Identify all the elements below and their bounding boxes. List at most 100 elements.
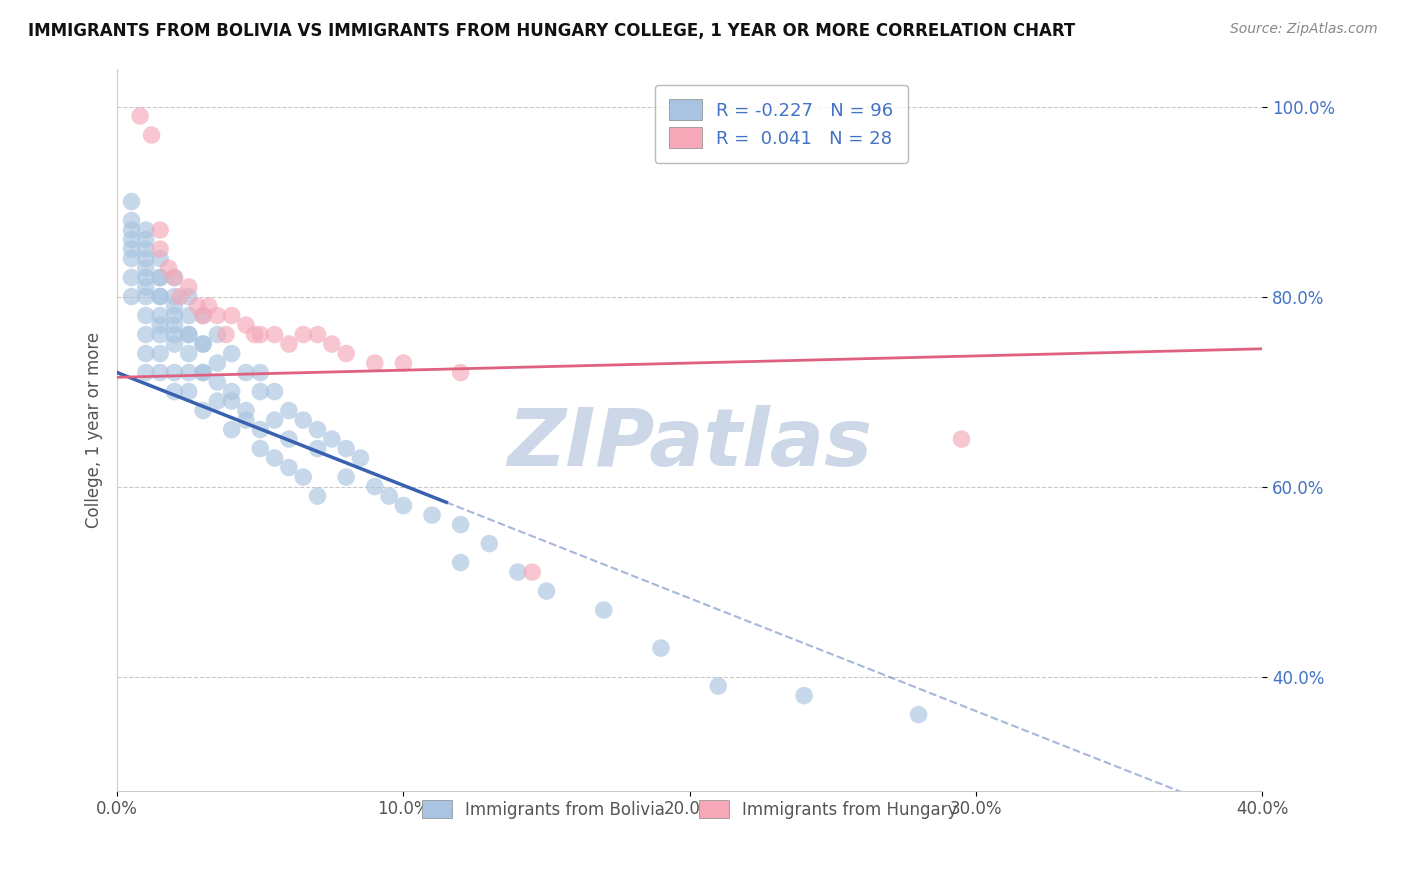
Point (135, 270, 157, 285)
Point (392, 356, 415, 370)
Point (163, 384, 186, 399)
Point (321, 337, 343, 351)
Point (263, 384, 285, 399)
Point (207, 375, 229, 389)
Point (478, 536, 501, 550)
Point (235, 366, 257, 380)
Point (186, 299, 208, 313)
Point (207, 356, 229, 370)
Point (191, 366, 214, 380)
Point (191, 403, 214, 417)
Point (506, 565, 529, 579)
Point (191, 309, 214, 323)
Point (221, 384, 243, 399)
Point (536, 584, 558, 599)
Point (335, 346, 357, 360)
Point (149, 270, 172, 285)
Point (650, 641, 672, 656)
Point (221, 394, 243, 409)
Point (277, 460, 299, 475)
Point (135, 242, 157, 256)
Point (149, 242, 172, 256)
Point (249, 384, 271, 399)
Point (135, 280, 157, 294)
Point (135, 346, 157, 360)
Point (420, 508, 443, 522)
Point (950, 432, 973, 446)
Text: Source: ZipAtlas.com: Source: ZipAtlas.com (1230, 22, 1378, 37)
Point (364, 479, 387, 493)
Point (191, 309, 214, 323)
Point (450, 517, 472, 532)
Point (191, 337, 214, 351)
Point (135, 309, 157, 323)
Point (277, 403, 299, 417)
Point (207, 327, 229, 342)
Point (592, 603, 614, 617)
Point (121, 289, 143, 303)
Point (121, 233, 143, 247)
Point (364, 356, 387, 370)
Point (177, 384, 200, 399)
Point (169, 289, 191, 303)
Point (149, 270, 172, 285)
Point (121, 252, 143, 266)
Point (221, 309, 243, 323)
Point (392, 499, 415, 513)
Point (221, 346, 243, 360)
Point (149, 327, 172, 342)
Point (163, 327, 186, 342)
Point (263, 451, 285, 466)
Point (191, 337, 214, 351)
Point (235, 318, 257, 332)
Point (221, 423, 243, 437)
Point (191, 366, 214, 380)
Point (177, 346, 200, 360)
Point (163, 299, 186, 313)
Point (135, 327, 157, 342)
Point (277, 337, 299, 351)
Point (163, 270, 186, 285)
Point (378, 489, 401, 503)
Point (307, 489, 329, 503)
Point (149, 289, 172, 303)
Point (129, 109, 152, 123)
Point (207, 309, 229, 323)
Point (277, 432, 299, 446)
Point (249, 327, 271, 342)
Point (177, 327, 200, 342)
Point (522, 565, 544, 579)
Point (307, 327, 329, 342)
Point (149, 346, 172, 360)
Point (121, 270, 143, 285)
Point (249, 366, 271, 380)
Point (149, 289, 172, 303)
Point (135, 233, 157, 247)
Point (149, 366, 172, 380)
Point (207, 394, 229, 409)
Point (249, 442, 271, 456)
Legend: Immigrants from Bolivia, Immigrants from Hungary: Immigrants from Bolivia, Immigrants from… (415, 794, 965, 826)
Point (121, 213, 143, 227)
Point (235, 403, 257, 417)
Point (177, 289, 200, 303)
Point (149, 318, 172, 332)
Point (121, 194, 143, 209)
Point (177, 280, 200, 294)
Point (235, 413, 257, 427)
Point (177, 309, 200, 323)
Point (292, 470, 315, 484)
Point (215, 327, 238, 342)
Point (163, 309, 186, 323)
Point (249, 423, 271, 437)
Point (135, 260, 157, 275)
Point (450, 556, 472, 570)
Point (121, 242, 143, 256)
Point (707, 679, 730, 693)
Point (321, 432, 343, 446)
Point (163, 270, 186, 285)
Point (149, 252, 172, 266)
Point (157, 260, 180, 275)
Point (292, 413, 315, 427)
Point (163, 337, 186, 351)
